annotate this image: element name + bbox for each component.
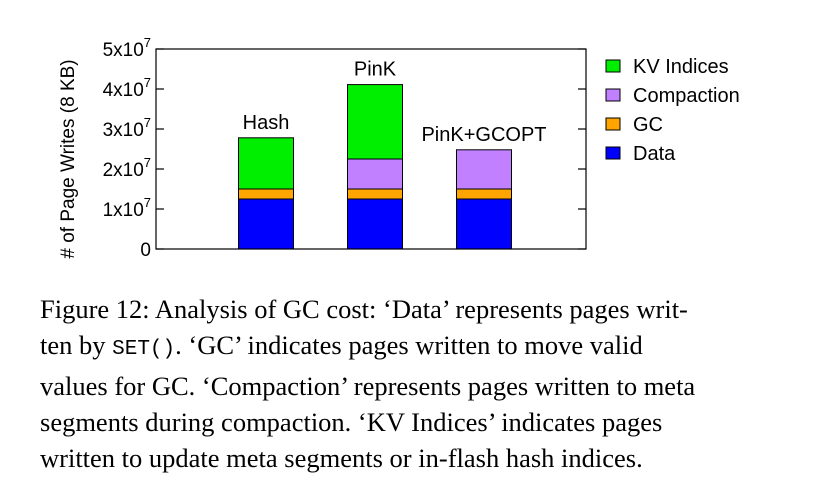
legend-label-data: Data [633,143,676,165]
y-tick-label-3: 3x107 [103,115,151,141]
caption-line-2-post: . ‘GC’ indicates pages written to move v… [175,330,643,360]
legend-swatch-gc [605,117,621,131]
y-tick-label-4: 4x107 [103,75,151,101]
bar-segment-data-1 [238,198,294,250]
bar-segment-kv-indices-2 [347,84,403,160]
legend-label-compaction: Compaction [633,85,740,107]
bar-segment-data-2 [347,198,403,250]
bar-segment-gc-3 [456,188,512,200]
plot-area: Hash PinK PinK+GCOPT 0 1x107 2x107 3x107 4x107 5… [58,35,740,261]
caption-line-1: Figure 12: Analysis of GC cost: ‘Data’ r… [40,294,688,324]
caption-line-5: written to update meta segments or in-fl… [40,443,643,473]
y-tick-label-5: 5x107 [103,35,151,61]
bar-segment-gc-2 [347,188,403,200]
bar-label-1: Hash [243,112,290,134]
caption-line-2-pre: ten by [40,330,113,360]
legend-swatch-compaction [605,88,621,102]
y-tick-label-2: 2x107 [103,155,151,181]
bar-segment-kv-indices-1 [238,137,294,190]
legend-swatch-kv-indices [605,59,621,73]
stacked-bar-chart: Hash PinK PinK+GCOPT 0 1x107 2x107 3x107 4x107 5… [58,35,740,261]
legend-label-gc: GC [633,114,663,136]
caption-line-4: segments during compaction. ‘KV Indices’… [40,407,663,437]
bar-label-3: PinK+GCOPT [421,124,546,146]
bar-segment-compaction-2 [347,158,403,190]
legend-label-kv-indices: KV Indices [633,56,729,78]
caption-line-3: values for GC. ‘Compaction’ represents p… [40,371,696,401]
legend-swatch-data [605,146,621,160]
plot-frame [155,48,587,250]
y-axis-label: # of Page Writes (8 KB) [58,59,79,258]
caption-line-2: ten by SET(). ‘GC’ indicates pages writt… [40,327,790,368]
bar-label-2: PinK [354,59,397,81]
caption-code-set: SET() [112,338,176,361]
figure-caption: Figure 12: Analysis of GC cost: ‘Data’ r… [40,291,790,476]
y-tick-label-1: 1x107 [103,195,151,221]
bar-segment-compaction-3 [456,149,512,190]
y-tick-label-0: 0 [140,240,151,261]
bar-segment-gc-1 [238,188,294,200]
bar-segment-data-3 [456,198,512,250]
